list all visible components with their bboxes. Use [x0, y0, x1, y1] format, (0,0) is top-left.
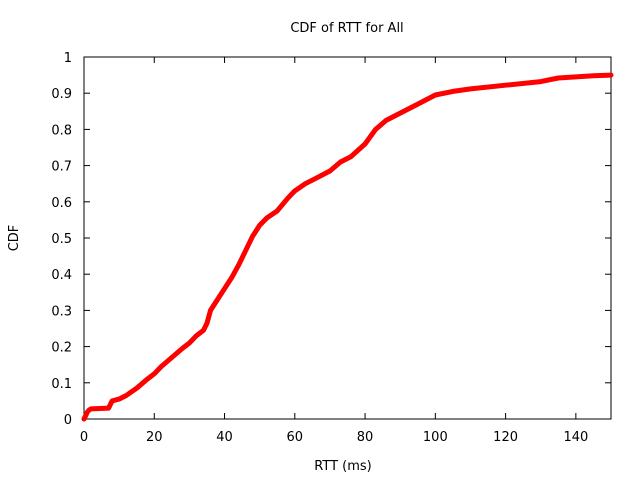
x-tick-label: 100	[423, 430, 448, 445]
y-tick-label: 0.5	[51, 232, 72, 247]
x-tick-label: 20	[146, 430, 163, 445]
y-tick-label: 0.7	[51, 160, 72, 175]
x-tick-label: 120	[493, 430, 518, 445]
y-axis-label: CDF	[7, 225, 22, 252]
y-axis-ticks: 0 0.1 0.2 0.3 0.4 0.5 0.6 0.7 0.8 0.9 1	[51, 51, 611, 428]
x-axis-ticks: 0 20 40 60 80 100 120 140	[80, 57, 588, 445]
y-tick-label: 0.9	[51, 87, 72, 102]
y-tick-label: 0.4	[51, 268, 72, 283]
x-tick-label: 60	[287, 430, 304, 445]
chart-title: CDF of RTT for All	[290, 21, 403, 36]
x-tick-label: 80	[357, 430, 374, 445]
y-tick-label: 0.2	[51, 341, 72, 356]
x-tick-label: 0	[80, 430, 88, 445]
series-layer	[81, 72, 614, 422]
x-tick-label: 140	[563, 430, 588, 445]
y-tick-label: 0.6	[51, 196, 72, 211]
y-tick-label: 0.8	[51, 123, 72, 138]
cdf-series-line	[81, 72, 614, 422]
y-tick-label: 0.3	[51, 304, 72, 319]
y-tick-label: 0	[64, 413, 72, 428]
y-tick-label: 1	[64, 51, 72, 66]
y-tick-label: 0.1	[51, 377, 72, 392]
x-axis-label: RTT (ms)	[314, 459, 371, 474]
x-tick-label: 40	[216, 430, 233, 445]
